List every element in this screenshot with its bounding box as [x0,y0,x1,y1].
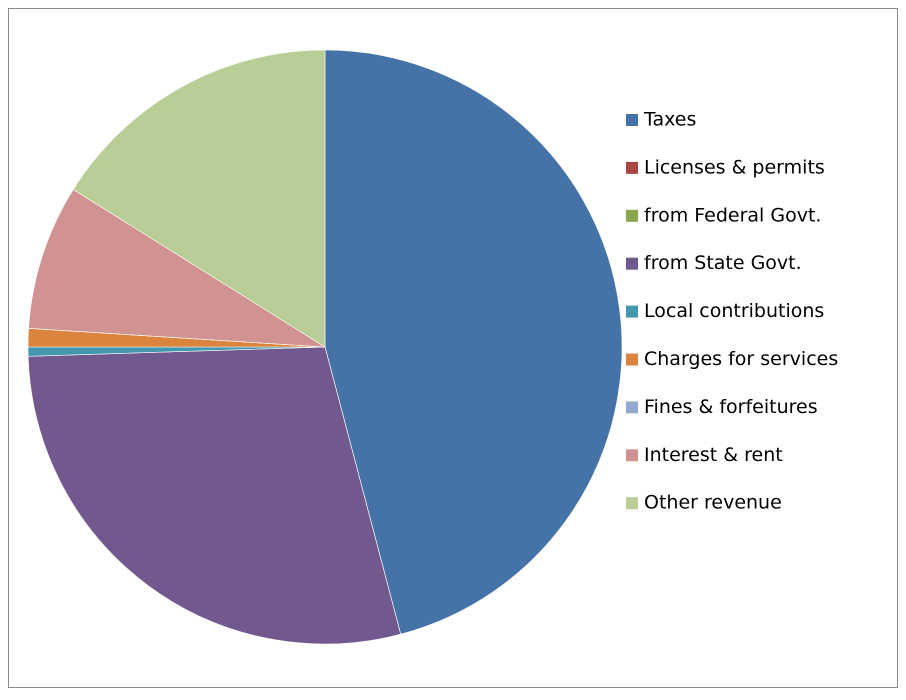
pie-slice [27,346,402,645]
legend-swatch [626,257,638,270]
legend-swatch [626,497,638,510]
legend-swatch [626,114,638,126]
legend-label: from State Govt. [644,252,802,274]
legend-swatch [626,305,638,318]
legend-label: Charges for services [644,348,838,370]
legend-swatch [626,401,638,414]
legend-swatch [626,449,638,462]
legend-swatch [626,353,638,366]
legend-swatch [626,209,638,222]
pie-slice [28,189,326,348]
legend-label: from Federal Govt. [644,204,821,226]
legend-label: Fines & forfeitures [644,396,818,418]
legend-label: Taxes [643,109,696,131]
legend-label: Other revenue [644,492,782,514]
legend-label: Interest & rent [644,444,783,466]
pie-slice [72,49,326,348]
pie-slice [324,49,623,635]
legend-label: Local contributions [644,300,824,322]
legend-label: Licenses & permits [644,156,825,178]
legend-swatch [626,161,638,174]
